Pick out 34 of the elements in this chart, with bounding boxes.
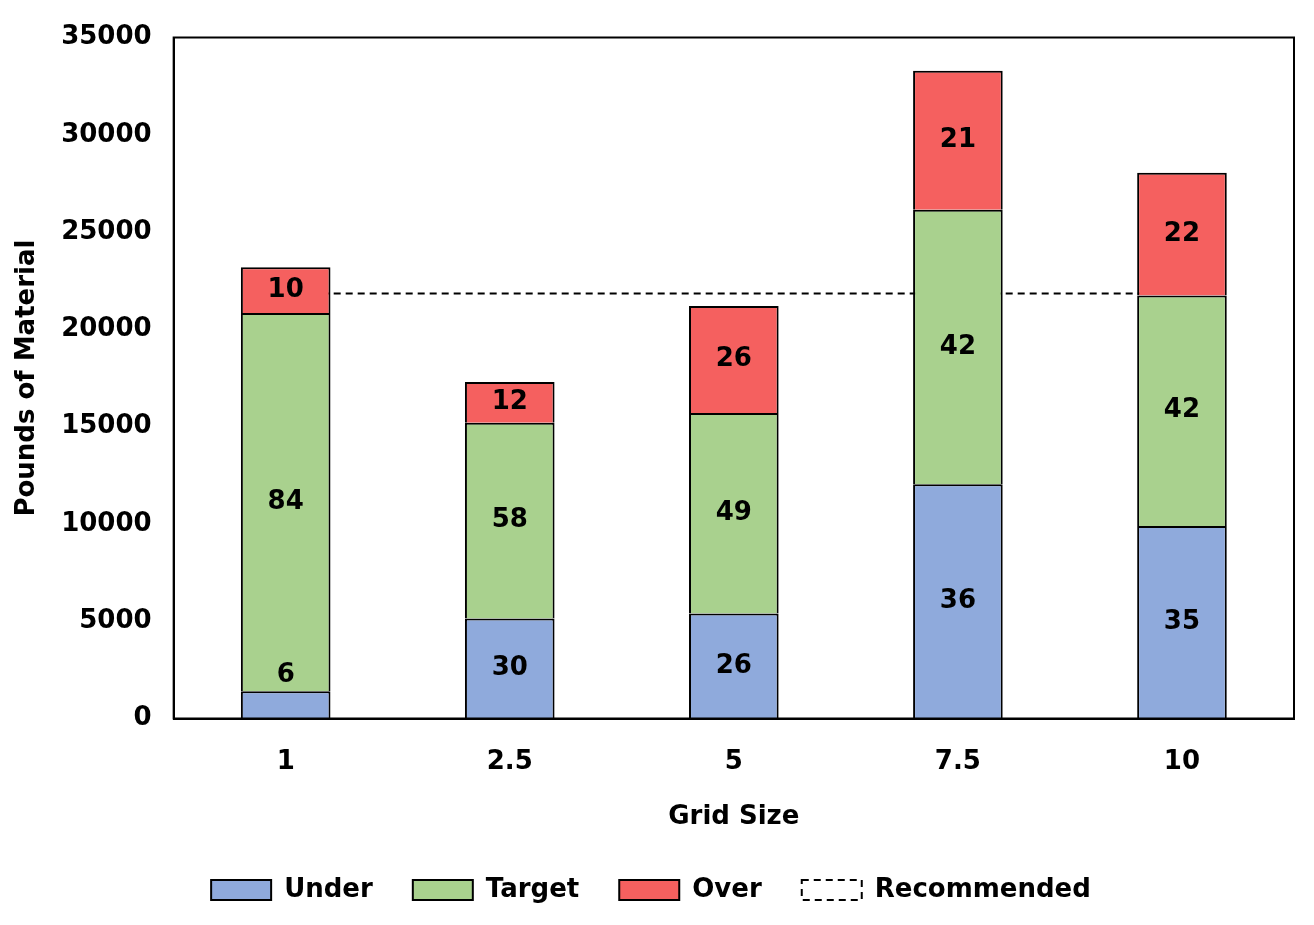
x-tick-label: 5 [724, 744, 743, 775]
y-tick-label: 10000 [61, 506, 152, 537]
annotation: 42 [939, 329, 976, 360]
annotation: 12 [491, 385, 528, 416]
y-tick-label: 0 [133, 701, 152, 732]
x-tick-label: 1 [276, 744, 295, 775]
legend-label: Target [485, 872, 580, 903]
y-tick-label: 30000 [61, 117, 152, 148]
y-tick-label: 20000 [61, 312, 152, 343]
annotation: 26 [715, 342, 752, 373]
y-tick-label: 5000 [79, 604, 152, 635]
y-tick-label: 35000 [61, 20, 152, 51]
x-axis-title: Grid Size [668, 800, 800, 831]
y-tick-label: 15000 [61, 409, 152, 440]
y-tick-label: 25000 [61, 214, 152, 245]
annotation: 35 [1163, 605, 1201, 636]
annotation: 21 [939, 122, 976, 153]
annotation: 84 [267, 484, 304, 515]
x-tick-label: 2.5 [486, 744, 533, 775]
annotation: 36 [939, 584, 976, 615]
annotation: 22 [1163, 216, 1201, 247]
legend-label: Recommended [874, 872, 1091, 903]
x-tick-label: 10 [1163, 744, 1201, 775]
annotation: 42 [1163, 393, 1201, 424]
annotation: 49 [715, 496, 752, 527]
annotation: 58 [491, 503, 528, 534]
x-tick-label: 7.5 [934, 744, 981, 775]
legend-label: Under [284, 872, 373, 903]
legend-label: Over [692, 872, 762, 903]
annotation: 10 [267, 272, 304, 303]
y-axis-title: Pounds of Material [10, 239, 41, 517]
annotation: 6 [276, 658, 295, 689]
annotation: 26 [715, 648, 752, 679]
annotation: 30 [491, 651, 528, 682]
